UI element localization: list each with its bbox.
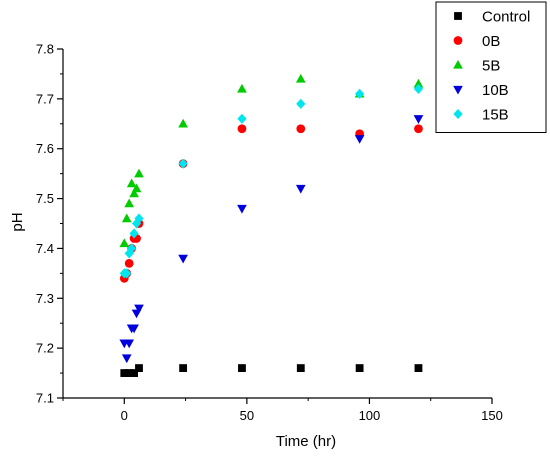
data-point (134, 168, 144, 178)
legend-marker (453, 36, 463, 45)
series-5b (119, 73, 424, 248)
data-point (237, 83, 247, 93)
legend-marker (453, 108, 463, 120)
y-tick-label: 7.8 (36, 42, 54, 57)
series-0b (119, 124, 423, 283)
data-point (295, 184, 306, 194)
legend-label: Control (482, 9, 530, 26)
legend-label: 0B (482, 33, 500, 50)
data-point (130, 369, 139, 377)
x-tick-label: 100 (359, 408, 381, 423)
data-point (413, 83, 424, 94)
data-point (237, 113, 247, 124)
data-point (124, 248, 134, 259)
y-tick-label: 7.2 (36, 341, 54, 356)
data-point (129, 324, 139, 334)
data-point (119, 238, 130, 248)
series-10b (119, 115, 424, 364)
data-point (125, 369, 134, 377)
series-15b (119, 83, 424, 279)
data-point (179, 364, 188, 372)
x-tick-label: 50 (240, 408, 254, 423)
legend-label: 15B (482, 107, 509, 124)
data-point (126, 178, 137, 188)
data-point (296, 124, 306, 134)
data-point (354, 135, 365, 144)
y-tick-label: 7.4 (36, 241, 54, 256)
data-point (414, 124, 423, 134)
data-point (129, 228, 139, 239)
y-tick-label: 7.5 (36, 191, 54, 206)
data-point (413, 115, 424, 124)
data-point (414, 364, 423, 372)
data-point (135, 364, 143, 372)
data-point (124, 198, 135, 208)
data-point (178, 254, 188, 264)
y-axis-title: pH (9, 212, 26, 231)
data-point (355, 88, 365, 99)
data-point (129, 188, 139, 198)
data-point (296, 364, 305, 372)
data-point (121, 213, 132, 223)
x-tick-label: 0 (121, 408, 128, 423)
legend-label: 5B (482, 58, 500, 75)
data-point (355, 364, 364, 372)
legend-marker (453, 59, 463, 69)
data-point (122, 268, 132, 279)
series-control (120, 364, 423, 377)
data-point (238, 364, 246, 372)
x-tick-label: 150 (481, 408, 503, 423)
x-axis-title: Time (hr) (276, 433, 336, 450)
data-point (131, 183, 142, 193)
y-tick-label: 7.6 (36, 141, 54, 156)
legend-label: 10B (482, 82, 509, 99)
plot-area: 0 50 100 150 7.1 7.2 7.3 7.4 7.5 7.6 7.7 7.8 (36, 42, 503, 424)
data-point (134, 213, 144, 224)
data-point (124, 259, 134, 268)
data-point (178, 118, 188, 128)
data-point (296, 98, 306, 109)
y-tick-label: 7.1 (36, 391, 54, 406)
y-tick-label: 7.3 (36, 291, 54, 306)
data-point (413, 78, 424, 88)
data-point (237, 204, 247, 214)
data-point (124, 339, 135, 349)
data-point (295, 73, 306, 83)
data-point (237, 124, 247, 134)
legend-marker (454, 12, 462, 20)
legend-marker (453, 85, 463, 95)
data-point (120, 369, 129, 377)
data-point (178, 158, 188, 169)
data-point (121, 354, 132, 364)
legend: Control 0B 5B 10B 15B (435, 1, 547, 133)
data-point (134, 304, 144, 314)
data-point (127, 243, 137, 254)
y-tick-label: 7.7 (36, 91, 54, 106)
